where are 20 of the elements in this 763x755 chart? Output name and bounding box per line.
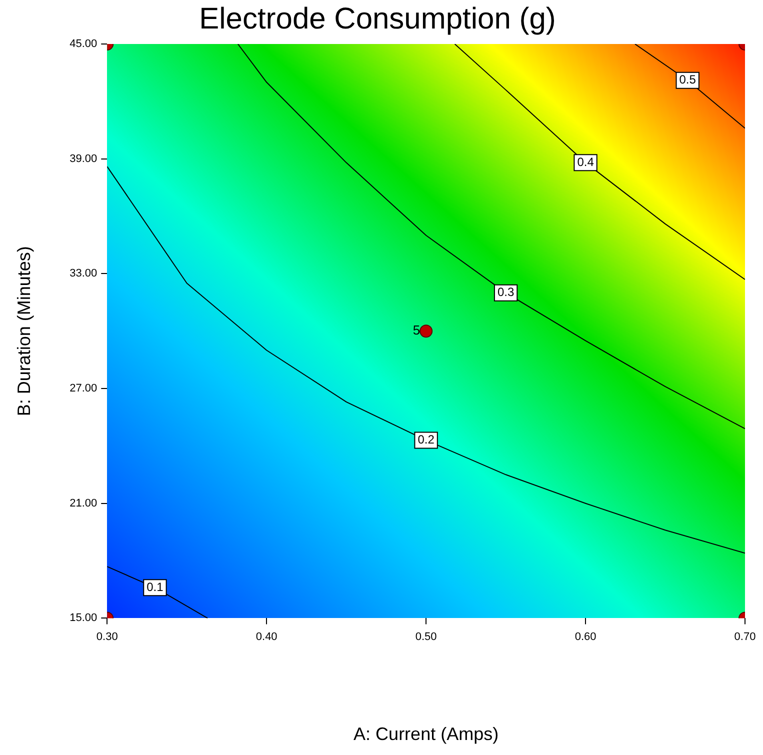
- y-tick-label: 39.00: [70, 152, 98, 165]
- x-tick-label: 0.60: [574, 630, 596, 643]
- y-tick-label: 27.00: [70, 382, 98, 395]
- series-label: 0.3: [497, 285, 514, 300]
- y-tick-label: 15.00: [70, 612, 98, 624]
- annotation: 5: [412, 322, 420, 338]
- series-label: 0.1: [146, 580, 164, 594]
- x-axis-title: A: Current (Amps): [354, 724, 499, 744]
- series-label: 0.4: [577, 154, 594, 169]
- y-axis-title: B: Duration (Minutes): [14, 246, 34, 416]
- x-tick-label: 0.50: [415, 630, 437, 643]
- y-tick-label: 33.00: [70, 268, 98, 280]
- x-tick-label: 0.40: [256, 630, 278, 643]
- y-tick-label: 21.00: [70, 497, 98, 510]
- y-tick-label: 45.00: [70, 38, 98, 50]
- series-label: 0.5: [679, 72, 696, 87]
- x-tick-label: 0.30: [96, 630, 118, 643]
- chart-title: Electrode Consumption (g): [199, 2, 556, 36]
- series-label: 0.2: [418, 432, 435, 447]
- x-tick-label: 0.70: [734, 630, 756, 643]
